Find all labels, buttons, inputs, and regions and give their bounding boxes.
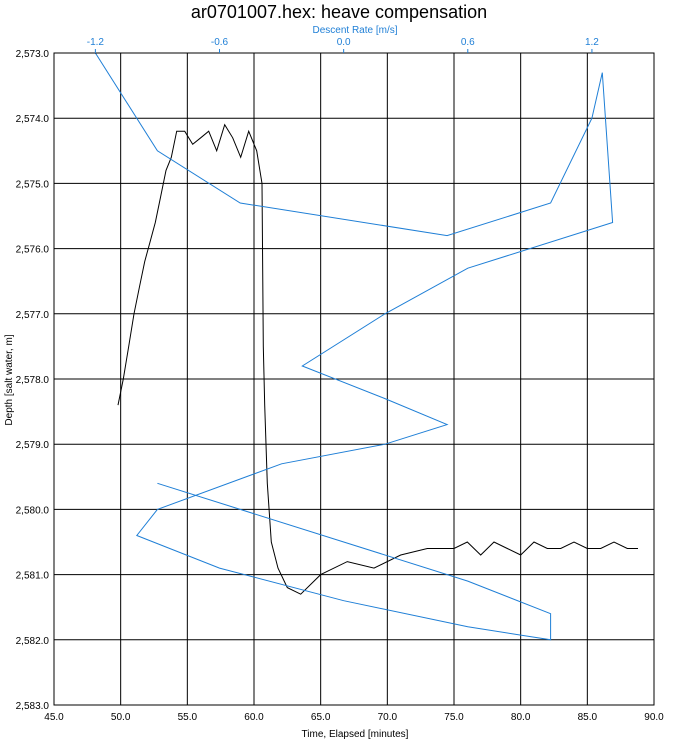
- plot-series: [94, 52, 638, 641]
- descent-rate-tick-label: -0.6: [211, 37, 229, 48]
- y-tick-label: 2,576.0: [16, 245, 50, 256]
- y-tick-label: 2,574.0: [16, 114, 50, 125]
- descent-rate-tick-label: 0.6: [461, 37, 475, 48]
- descent-rate-tick-label: 1.2: [585, 37, 599, 48]
- y-tick-label: 2,579.0: [16, 440, 50, 451]
- depth-series-line: [117, 123, 638, 595]
- x-tick-label: 85.0: [578, 712, 598, 723]
- y-tick-label: 2,580.0: [16, 505, 50, 516]
- x-tick-label: 90.0: [644, 712, 664, 723]
- y-tick-label: 2,578.0: [16, 375, 50, 386]
- descent-rate-axis-label: Descent Rate [m/s]: [312, 25, 397, 36]
- descent-rate-tick-label: -1.2: [87, 37, 105, 48]
- x-tick-label: 80.0: [511, 712, 531, 723]
- x-tick-label: 75.0: [444, 712, 464, 723]
- x-tick-label: 45.0: [44, 712, 64, 723]
- y-tick-label: 2,573.0: [16, 49, 50, 60]
- descent-rate-series-line: [94, 52, 614, 641]
- x-tick-label: 60.0: [244, 712, 264, 723]
- y-tick-label: 2,577.0: [16, 310, 50, 321]
- x-tick-label: 50.0: [111, 712, 131, 723]
- y-tick-label: 2,581.0: [16, 571, 50, 582]
- x-axis-label: Time, Elapsed [minutes]: [302, 729, 409, 740]
- x-tick-label: 55.0: [178, 712, 198, 723]
- chart-title: ar0701007.hex: heave compensation: [191, 2, 487, 22]
- x-tick-label: 65.0: [311, 712, 331, 723]
- y-tick-label: 2,582.0: [16, 636, 50, 647]
- plot-frame: [53, 52, 655, 706]
- y-tick-label: 2,583.0: [16, 701, 50, 712]
- y-axis-label: Depth [salt water, m]: [4, 334, 15, 425]
- descent-rate-tick-label: 0.0: [337, 37, 351, 48]
- x-tick-label: 70.0: [378, 712, 398, 723]
- y-tick-label: 2,575.0: [16, 179, 50, 190]
- tick-labels: 45.0 50.0 55.0 60.0 65.0 70.0 75.0 80.0 85.0 90.0…: [16, 37, 665, 723]
